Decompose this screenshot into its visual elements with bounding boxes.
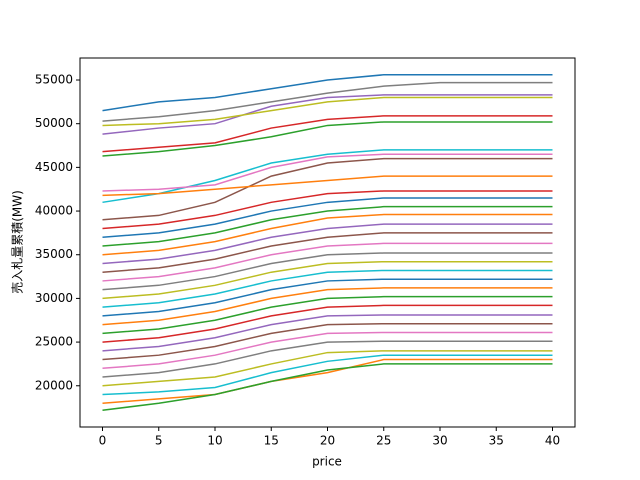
y-axis-label: 売入札量累積(MW) [10, 190, 25, 294]
series-line [102, 205, 553, 247]
y-tick-label: 25000 [35, 335, 73, 349]
series-line [102, 153, 553, 192]
series-line [102, 149, 553, 204]
y-tick-label: 40000 [35, 204, 73, 218]
series-line [102, 269, 553, 308]
x-tick-label: 0 [99, 434, 107, 448]
x-tick-label: 25 [376, 434, 391, 448]
series-line [102, 340, 553, 378]
series-line [102, 358, 553, 404]
series-line [102, 314, 553, 352]
series-line [102, 363, 553, 411]
series-line [102, 331, 553, 370]
series-line [102, 115, 553, 153]
series-line [102, 74, 553, 112]
y-tick-label: 45000 [35, 160, 73, 174]
x-tick-label: 20 [320, 434, 335, 448]
y-tick-label: 30000 [35, 291, 73, 305]
x-tick-label: 30 [432, 434, 447, 448]
series-line [102, 157, 553, 221]
series-line [102, 260, 553, 300]
series-line [102, 322, 553, 361]
series-line [102, 304, 553, 343]
series-line [102, 350, 553, 387]
series-line [102, 295, 553, 335]
series-line [102, 287, 553, 326]
series-line [102, 354, 553, 396]
x-tick-label: 10 [207, 434, 222, 448]
x-tick-label: 35 [489, 434, 504, 448]
series-line [102, 232, 553, 273]
x-tick-label: 15 [264, 434, 279, 448]
series-line [102, 81, 553, 122]
series-line [102, 252, 553, 291]
series-line [102, 213, 553, 256]
series-line [102, 94, 553, 135]
y-tick-label: 55000 [35, 73, 73, 87]
y-tick-label: 20000 [35, 378, 73, 392]
series-line [102, 197, 553, 239]
series-line [102, 278, 553, 317]
series-line [102, 96, 553, 127]
series-line [102, 223, 553, 265]
series-line [102, 175, 553, 197]
x-tick-label: 5 [155, 434, 163, 448]
y-tick-label: 35000 [35, 247, 73, 261]
series-line [102, 242, 553, 282]
y-tick-label: 50000 [35, 116, 73, 130]
series-line [102, 190, 553, 230]
x-axis-label: price [312, 455, 342, 469]
series-line [102, 121, 553, 157]
x-tick-label: 40 [545, 434, 560, 448]
